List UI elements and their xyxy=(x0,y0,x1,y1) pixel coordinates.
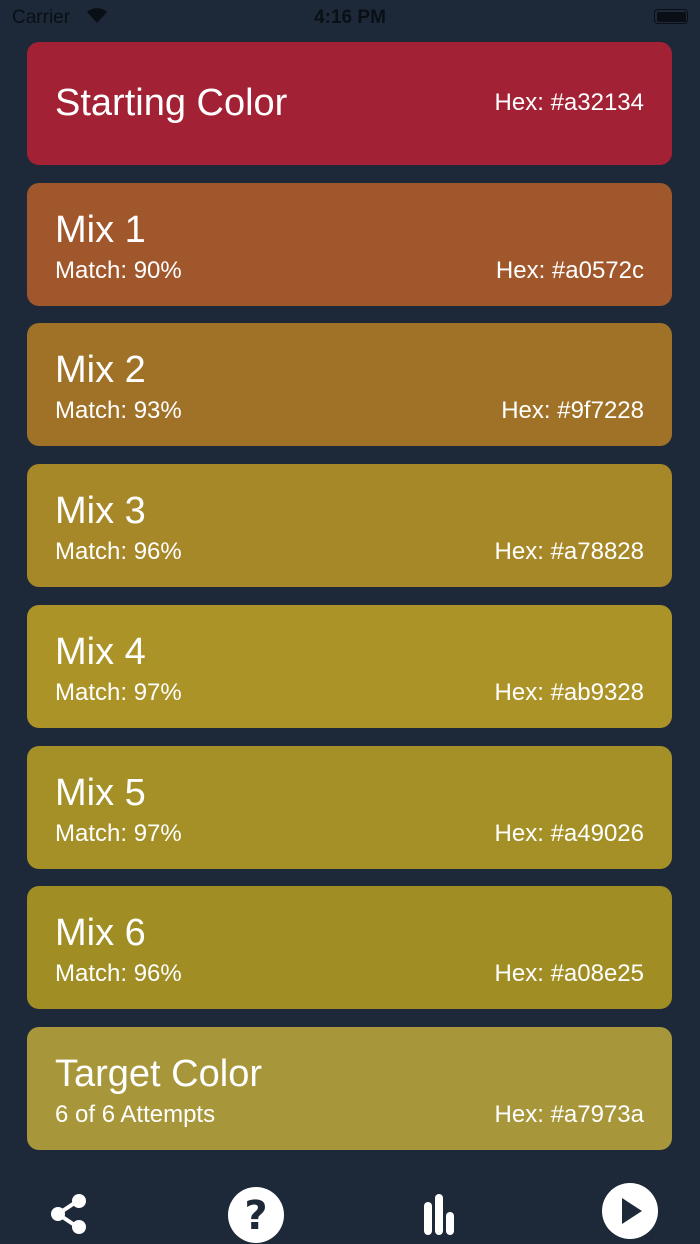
wifi-icon xyxy=(87,8,107,23)
card-title: Target Color xyxy=(55,1052,262,1095)
card-hex: Hex: #a49026 xyxy=(494,819,644,847)
card-subtitle: Match: 93% xyxy=(55,397,182,425)
card-subtitle: Match: 90% xyxy=(55,256,182,284)
clock: 4:16 PM xyxy=(314,7,386,28)
mix-card[interactable]: Mix 1 Match: 90% Hex: #a0572c xyxy=(27,182,672,306)
mix-card[interactable]: Mix 6 Match: 96% Hex: #a08e25 xyxy=(27,886,672,1010)
card-title: Starting Color xyxy=(55,82,288,124)
card-hex: Hex: #a78828 xyxy=(494,538,644,566)
carrier-label: Carrier xyxy=(12,7,71,28)
card-hex: Hex: #ab9328 xyxy=(494,678,644,706)
stats-icon[interactable] xyxy=(422,1192,464,1236)
mix-card[interactable]: Mix 5 Match: 97% Hex: #a49026 xyxy=(27,745,672,869)
card-subtitle: Match: 96% xyxy=(55,960,182,988)
target-color-card[interactable]: Target Color 6 of 6 Attempts Hex: #a7973a xyxy=(27,1026,672,1150)
mix-card[interactable]: Mix 3 Match: 96% Hex: #a78828 xyxy=(27,464,672,588)
card-title: Mix 1 xyxy=(55,208,146,251)
card-subtitle: Match: 97% xyxy=(55,678,182,706)
card-title: Mix 5 xyxy=(55,771,146,814)
card-title: Mix 2 xyxy=(55,349,146,392)
card-subtitle: Match: 97% xyxy=(55,819,182,847)
bottom-toolbar: ? xyxy=(0,1180,700,1244)
play-icon[interactable] xyxy=(601,1182,659,1240)
card-subtitle: 6 of 6 Attempts xyxy=(55,1100,216,1128)
card-title: Mix 3 xyxy=(55,490,146,533)
card-hex: Hex: #a08e25 xyxy=(494,960,644,988)
card-title: Mix 4 xyxy=(55,630,146,673)
card-hex: Hex: #a32134 xyxy=(494,89,644,116)
share-icon[interactable] xyxy=(48,1192,92,1236)
card-subtitle: Match: 96% xyxy=(55,538,182,566)
svg-text:?: ? xyxy=(244,1193,267,1239)
battery-icon xyxy=(654,9,688,24)
status-bar: Carrier 4:16 PM xyxy=(0,0,700,36)
help-icon[interactable]: ? xyxy=(227,1186,285,1244)
card-title: Mix 6 xyxy=(55,912,146,955)
mix-card[interactable]: Mix 2 Match: 93% Hex: #9f7228 xyxy=(27,323,672,447)
card-hex: Hex: #a7973a xyxy=(494,1100,644,1128)
card-hex: Hex: #a0572c xyxy=(495,256,644,284)
card-hex: Hex: #9f7228 xyxy=(501,397,644,425)
starting-color-card[interactable]: Starting Color Hex: #a32134 xyxy=(27,42,672,165)
mix-card[interactable]: Mix 4 Match: 97% Hex: #ab9328 xyxy=(27,604,672,728)
